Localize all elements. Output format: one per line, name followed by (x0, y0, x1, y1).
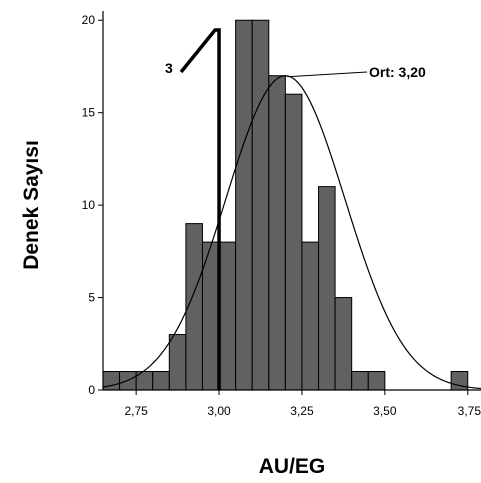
y-tick-label: 0 (88, 383, 95, 397)
x-tick-label: 3,50 (373, 404, 397, 418)
normal-curve (102, 75, 481, 390)
mean-leader-line (287, 71, 368, 78)
histogram-bar (251, 19, 270, 391)
histogram-bar (268, 75, 286, 391)
histogram-bar (318, 186, 336, 391)
y-tick-label: 20 (82, 13, 96, 27)
x-axis-title: AU/EG (259, 455, 326, 478)
histogram-bar (218, 241, 237, 391)
mean-label: Ort: 3,20 (369, 64, 426, 80)
histogram-bar (351, 371, 369, 391)
y-tick-label: 15 (82, 106, 96, 120)
marker-label: 3 (165, 60, 173, 76)
ticks: 0 5 10 15 20 2,75 3,00 3,25 3,50 3,75 (82, 13, 481, 418)
x-tick-label: 3,25 (290, 404, 314, 418)
axes (102, 11, 481, 391)
x-tick-label: 2,75 (124, 404, 148, 418)
y-axis-title: Denek Sayısı (20, 140, 43, 270)
histogram-bar (152, 371, 170, 391)
y-tick-label: 5 (88, 291, 95, 305)
threshold-marker (179, 28, 221, 390)
histogram-bar (168, 334, 187, 391)
histogram-bar (334, 297, 353, 391)
x-tick-label: 3,00 (207, 404, 231, 418)
histogram-bar (367, 371, 386, 391)
histogram-bar (235, 19, 253, 391)
y-tick-label: 10 (82, 198, 96, 212)
x-tick-label: 3,75 (458, 404, 481, 418)
histogram-bar (284, 93, 303, 391)
histogram-bar (301, 241, 320, 391)
